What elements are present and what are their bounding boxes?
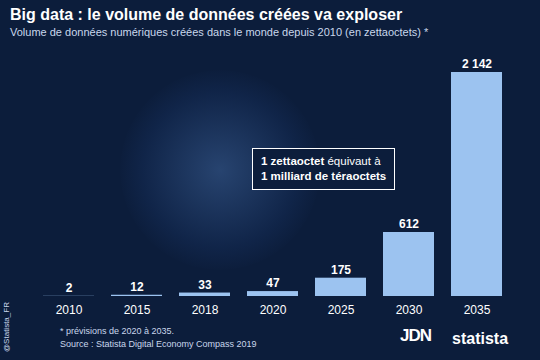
html-text:Big data : le volume de donnée: Big data : le volume de données créées v… xyxy=(10,6,403,23)
html-text:statista: statista xyxy=(452,330,508,347)
svg-text:33: 33 xyxy=(198,278,212,292)
svg-text:2 142: 2 142 xyxy=(462,57,492,71)
svg-text:2: 2 xyxy=(66,281,73,295)
svg-text:2025: 2025 xyxy=(328,303,355,317)
html-text:* prévisions de 2020 à 2035.: * prévisions de 2020 à 2035. xyxy=(60,326,175,336)
svg-text:12: 12 xyxy=(130,280,144,294)
svg-text:2015: 2015 xyxy=(124,303,151,317)
svg-text:2020: 2020 xyxy=(260,303,287,317)
html-text:@Statista_FR: @Statista_FR xyxy=(2,302,11,352)
svg-text:175: 175 xyxy=(331,263,351,277)
svg-text:2010: 2010 xyxy=(56,303,83,317)
svg-text:2035: 2035 xyxy=(464,303,491,317)
html-text:Volume de données numériques c: Volume de données numériques créées dans… xyxy=(10,26,429,38)
html-text:1 milliard de téraoctets: 1 milliard de téraoctets xyxy=(261,170,387,182)
svg-text:612: 612 xyxy=(399,217,419,231)
html-text:Source : Statista Digital Econ: Source : Statista Digital Economy Compas… xyxy=(60,339,257,349)
svg-text:2018: 2018 xyxy=(192,303,219,317)
svg-text:47: 47 xyxy=(266,276,280,290)
svg-text:2030: 2030 xyxy=(396,303,423,317)
html-text:JDN: JDN xyxy=(400,326,431,345)
html-text:1 zettaoctet équivaut à: 1 zettaoctet équivaut à xyxy=(261,155,381,167)
